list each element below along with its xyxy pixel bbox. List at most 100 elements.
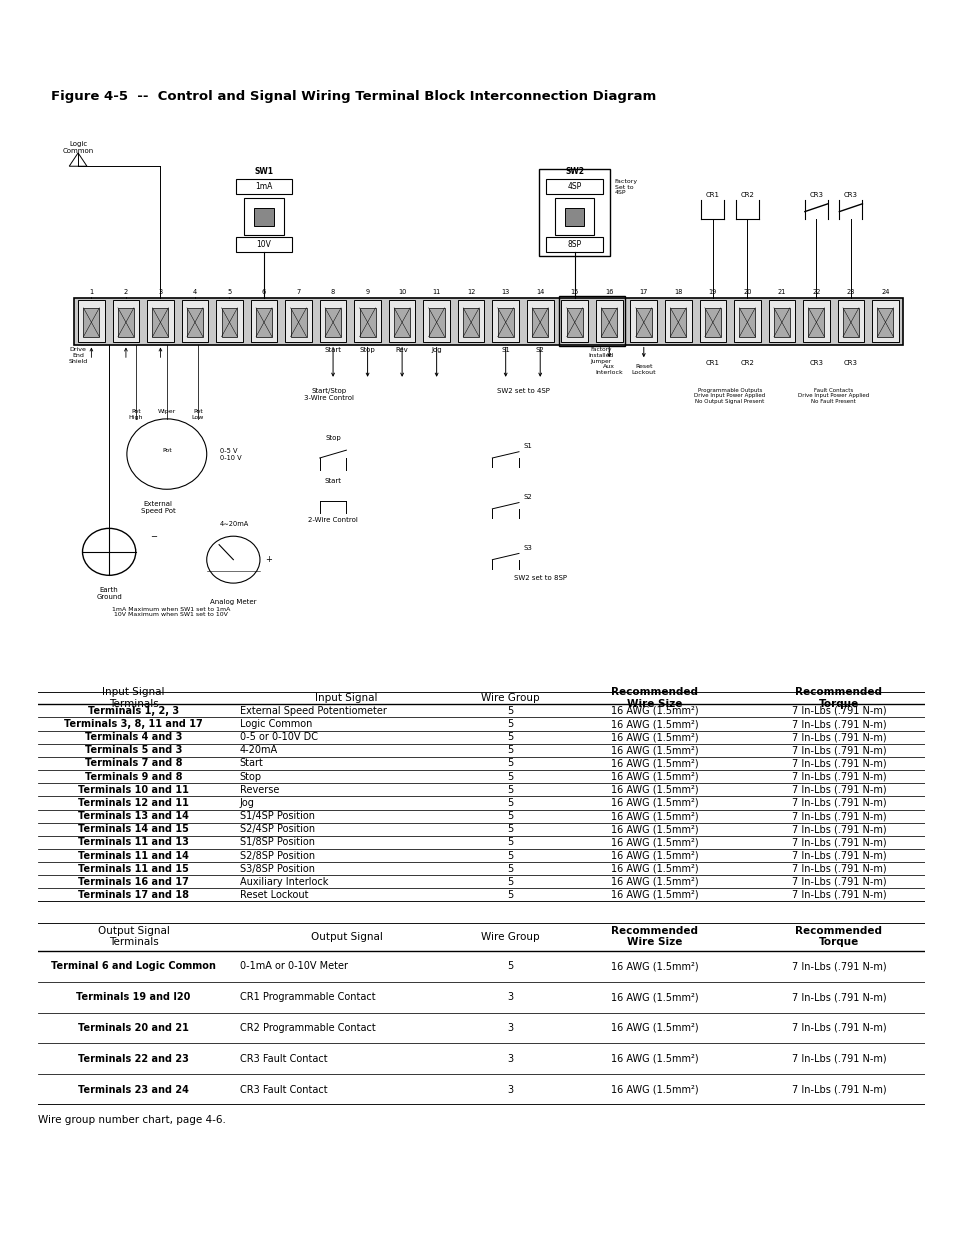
Text: CR1 Programmable Contact: CR1 Programmable Contact [239,992,375,1002]
Bar [187,308,203,337]
Text: 1mA Maximum when SW1 set to 1mA
10V Maximum when SW1 set to 10V: 1mA Maximum when SW1 set to 1mA 10V Maxi… [112,606,231,618]
Bar [244,198,283,235]
Text: 0-1mA or 0-10V Meter: 0-1mA or 0-10V Meter [239,961,347,971]
Text: 7 In-Lbs (.791 N-m): 7 In-Lbs (.791 N-m) [791,719,885,729]
Text: S3/8SP Position: S3/8SP Position [239,863,314,873]
Bar [802,300,829,342]
Text: Terminals 1, 2, 3: Terminals 1, 2, 3 [88,706,179,716]
Text: 5: 5 [507,706,514,716]
Text: CR1: CR1 [705,361,720,367]
Text: 18: 18 [674,289,681,295]
Text: Terminals 7 and 8: Terminals 7 and 8 [85,758,182,768]
Text: 2-Wire Control: 2-Wire Control [308,516,357,522]
Text: Factory
Installed
Jumper: Factory Installed Jumper [588,347,613,363]
Text: Factory
Set to
4SP: Factory Set to 4SP [614,179,638,195]
Text: CR3: CR3 [808,361,822,367]
Bar [492,300,518,342]
Bar [497,308,513,337]
Text: S2/8SP Position: S2/8SP Position [239,851,314,861]
Text: 16: 16 [604,289,613,295]
Text: S3: S3 [523,545,532,551]
Text: Wire Group: Wire Group [480,693,539,703]
Text: 11: 11 [432,289,440,295]
Text: 7 In-Lbs (.791 N-m): 7 In-Lbs (.791 N-m) [791,992,885,1002]
Text: Reset
Lockout: Reset Lockout [631,364,656,375]
Bar [733,300,760,342]
Text: Start/Stop
3-Wire Control: Start/Stop 3-Wire Control [303,388,354,400]
Text: Terminals 4 and 3: Terminals 4 and 3 [85,732,182,742]
Text: Terminals 19 and l20: Terminals 19 and l20 [76,992,191,1002]
Text: Terminal 6 and Logic Common: Terminal 6 and Logic Common [51,961,215,971]
Text: 4-20mA: 4-20mA [239,746,277,756]
Text: 17: 17 [639,289,647,295]
Text: SW2 set to 8SP: SW2 set to 8SP [513,576,566,582]
Text: Pot
Low: Pot Low [192,409,204,420]
Text: 5: 5 [507,811,514,821]
Text: 7 In-Lbs (.791 N-m): 7 In-Lbs (.791 N-m) [791,851,885,861]
Bar [664,300,691,342]
Text: 5: 5 [507,732,514,742]
Text: CR3: CR3 [843,361,857,367]
Text: Terminals 9 and 8: Terminals 9 and 8 [85,772,182,782]
Text: 5: 5 [507,851,514,861]
Text: Terminals 22 and 23: Terminals 22 and 23 [78,1053,189,1063]
Text: 14: 14 [536,289,544,295]
Bar [78,300,105,342]
Text: Terminals 14 and 15: Terminals 14 and 15 [78,824,189,834]
Bar [546,179,602,194]
Text: 16 AWG (1.5mm²): 16 AWG (1.5mm²) [610,890,698,900]
Text: 5: 5 [507,784,514,795]
Text: Start: Start [239,758,263,768]
Text: 10V: 10V [256,240,272,249]
Text: Jog: Jog [239,798,254,808]
Text: 16 AWG (1.5mm²): 16 AWG (1.5mm²) [610,1023,698,1032]
Text: Figure 4-5  --  Control and Signal Wiring Terminal Block Interconnection Diagram: Figure 4-5 -- Control and Signal Wiring … [51,90,656,104]
Text: 0-5 V
0-10 V: 0-5 V 0-10 V [220,447,241,461]
Text: Analog Meter: Analog Meter [210,599,256,605]
Bar [635,308,651,337]
Text: 16 AWG (1.5mm²): 16 AWG (1.5mm²) [610,772,698,782]
Text: 16 AWG (1.5mm²): 16 AWG (1.5mm²) [610,1053,698,1063]
Text: Recommended
Torque: Recommended Torque [795,926,882,947]
Text: 3: 3 [507,1053,513,1063]
Bar [73,298,902,345]
Text: CR3: CR3 [843,193,857,199]
Text: External
Speed Pot: External Speed Pot [140,501,175,514]
Text: 10: 10 [397,289,406,295]
Bar [871,300,898,342]
Text: Auxiliary Interlock: Auxiliary Interlock [239,877,328,887]
Text: 5: 5 [507,824,514,834]
Bar [285,300,312,342]
Text: Reset Lockout: Reset Lockout [239,890,308,900]
Text: 16 AWG (1.5mm²): 16 AWG (1.5mm²) [610,784,698,795]
Text: 20: 20 [742,289,751,295]
Text: 1mA: 1mA [255,182,273,191]
Text: 1: 1 [90,289,93,295]
Bar [147,300,173,342]
Bar [319,300,346,342]
Text: 0-5 or 0-10V DC: 0-5 or 0-10V DC [239,732,317,742]
Text: Wiper: Wiper [157,409,175,414]
Text: 16 AWG (1.5mm²): 16 AWG (1.5mm²) [610,961,698,971]
Text: Logic Common: Logic Common [239,719,312,729]
Bar [359,308,375,337]
Text: 5: 5 [507,758,514,768]
Text: CR2 Programmable Contact: CR2 Programmable Contact [239,1023,375,1032]
Bar [428,308,444,337]
Text: SW2: SW2 [564,168,583,177]
Text: Terminals 11 and 14: Terminals 11 and 14 [78,851,189,861]
Text: 7 In-Lbs (.791 N-m): 7 In-Lbs (.791 N-m) [791,961,885,971]
Text: Terminals 12 and 11: Terminals 12 and 11 [78,798,189,808]
Text: Output Signal
Terminals: Output Signal Terminals [97,926,170,947]
Text: 5: 5 [507,772,514,782]
Text: 3: 3 [507,1084,513,1095]
Text: Terminals 20 and 21: Terminals 20 and 21 [78,1023,189,1032]
Text: 8: 8 [331,289,335,295]
Text: S2/4SP Position: S2/4SP Position [239,824,314,834]
Bar [118,308,133,337]
Bar [354,300,380,342]
Text: 7 In-Lbs (.791 N-m): 7 In-Lbs (.791 N-m) [791,706,885,716]
Text: 5: 5 [507,961,514,971]
Text: CR3 Fault Contact: CR3 Fault Contact [239,1084,327,1095]
Bar [112,300,139,342]
